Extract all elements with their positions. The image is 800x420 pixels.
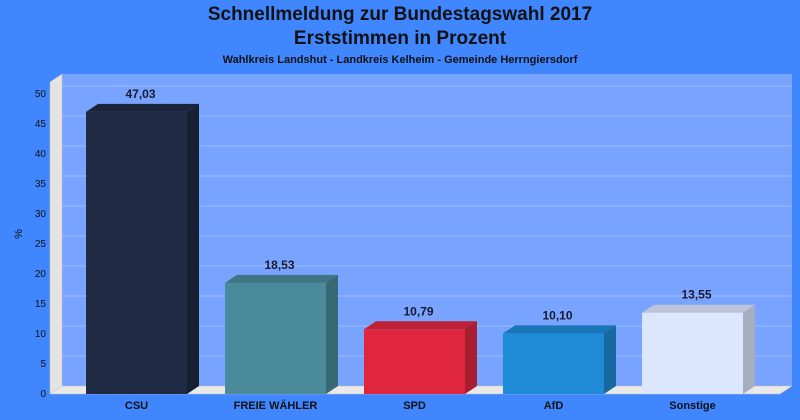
x-tick-label: SPD [403,400,426,412]
bar [364,329,465,394]
chart-title: Schnellmeldung zur Bundestagswahl 2017 [207,4,593,25]
data-label: 10,10 [542,308,572,322]
data-label: 18,53 [264,258,294,272]
x-tick-label: CSU [125,400,148,412]
y-tick-label: 10 [35,329,47,340]
y-axis-label: % [13,229,25,239]
x-tick-label: FREIE WÄHLER [234,399,318,412]
y-tick-label: 25 [35,239,47,250]
y-tick-label: 35 [35,179,47,190]
data-label: 47,03 [125,87,155,101]
bar-top [642,304,755,313]
y-tick-label: 20 [35,269,47,280]
y-tick-label: 15 [35,299,47,310]
bar-top [225,274,338,283]
y-tick-label: 0 [40,389,46,400]
bar-side [604,325,616,394]
chart-subtitle: Erststimmen in Prozent [293,28,507,49]
bar-top [364,321,477,330]
bar-side [187,103,199,394]
bar-side [743,304,755,394]
y-tick-label: 40 [35,149,47,160]
bar [503,333,604,394]
chart-caption: Wahlkreis Landshut - Landkreis Kelheim -… [222,54,578,66]
x-tick-label: Sonstige [669,400,715,412]
y-tick-label: 50 [35,89,47,100]
bar-side [326,274,338,394]
data-label: 10,79 [403,304,433,318]
bar [86,111,187,394]
y-tick-label: 45 [35,119,47,130]
bar [225,282,326,394]
bar-top [503,325,616,334]
side-wall [49,73,63,395]
y-tick-label: 30 [35,209,47,220]
bar-top [86,103,199,112]
data-label: 13,55 [681,288,711,302]
bar-side [465,321,477,394]
x-tick-label: AfD [544,400,564,412]
bar [642,312,743,394]
y-tick-label: 5 [40,359,46,370]
